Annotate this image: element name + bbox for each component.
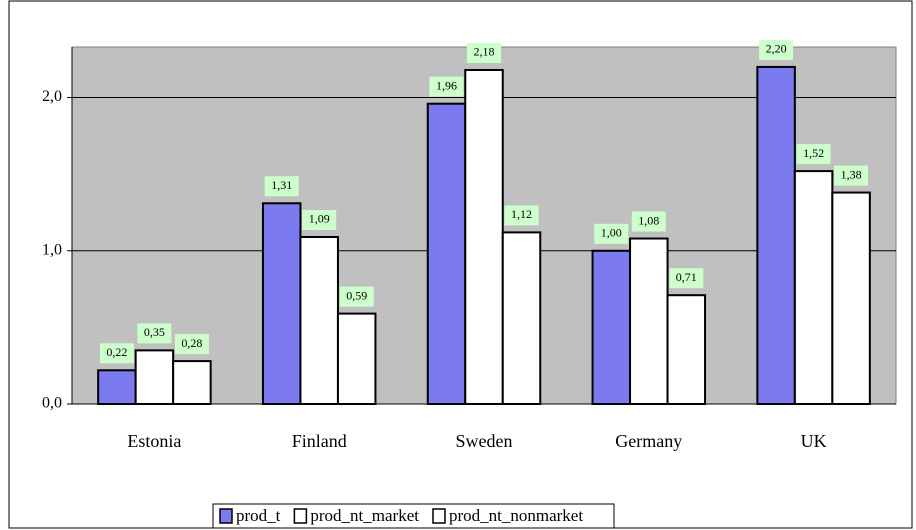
bar xyxy=(591,249,632,405)
y-tick-label: 1,0 xyxy=(42,241,62,258)
bar xyxy=(666,294,707,406)
value-label: 0,59 xyxy=(346,288,367,302)
y-tick-label: 0,0 xyxy=(42,395,62,412)
bar xyxy=(172,360,212,406)
legend-swatch xyxy=(293,508,308,524)
value-label: 0,22 xyxy=(106,345,127,359)
bar xyxy=(629,237,669,405)
legend-label: prod_nt_market xyxy=(310,506,419,525)
value-label-bg xyxy=(796,144,831,165)
bar xyxy=(426,102,467,406)
value-label-bg xyxy=(339,286,374,307)
bar xyxy=(756,65,796,405)
value-label-bg xyxy=(834,165,869,186)
x-tick-label: Germany xyxy=(615,431,682,451)
value-label-bg xyxy=(594,223,629,244)
x-tick-label: Estonia xyxy=(127,431,181,451)
value-label-bg xyxy=(504,205,539,226)
value-label: 2,18 xyxy=(474,45,495,59)
legend-label: prod_nt_nonmarket xyxy=(449,506,583,525)
value-label: 0,35 xyxy=(144,325,165,339)
value-label-bg xyxy=(174,334,209,355)
value-label: 1,09 xyxy=(309,212,330,226)
value-label-bg xyxy=(264,176,299,197)
bar xyxy=(464,68,504,406)
x-tick-label: Finland xyxy=(292,431,347,451)
legend-swatch xyxy=(432,508,446,524)
legend-swatch xyxy=(219,508,233,524)
value-label: 1,38 xyxy=(841,167,862,181)
bar xyxy=(134,349,175,405)
x-tick-label: UK xyxy=(801,431,827,451)
value-label-bg xyxy=(467,42,501,63)
value-label: 1,12 xyxy=(511,207,532,221)
value-label-bg xyxy=(99,343,134,364)
bar xyxy=(501,231,542,405)
value-label-bg xyxy=(429,76,464,97)
legend-box xyxy=(212,503,615,529)
value-label: 0,71 xyxy=(676,270,697,284)
value-label-bg xyxy=(302,209,337,230)
x-tick-label: Sweden xyxy=(456,431,513,451)
bar xyxy=(336,312,377,405)
bar xyxy=(261,202,302,405)
value-label: 1,52 xyxy=(803,146,824,160)
legend-label: prod_t xyxy=(236,506,281,525)
bar xyxy=(299,235,339,405)
value-label: 1,00 xyxy=(601,226,622,240)
value-label: 1,08 xyxy=(638,213,659,227)
value-label-bg xyxy=(759,39,794,60)
bar xyxy=(793,170,834,405)
value-label: 0,28 xyxy=(181,336,202,350)
value-label-bg xyxy=(631,211,666,232)
value-label: 1,96 xyxy=(436,78,457,92)
value-label-bg xyxy=(137,323,172,344)
y-tick-label: 2,0 xyxy=(42,88,62,105)
bar xyxy=(97,369,137,405)
value-label: 2,20 xyxy=(766,42,787,56)
value-label: 1,31 xyxy=(271,178,292,192)
value-label-bg xyxy=(669,268,704,289)
bar xyxy=(831,191,871,405)
